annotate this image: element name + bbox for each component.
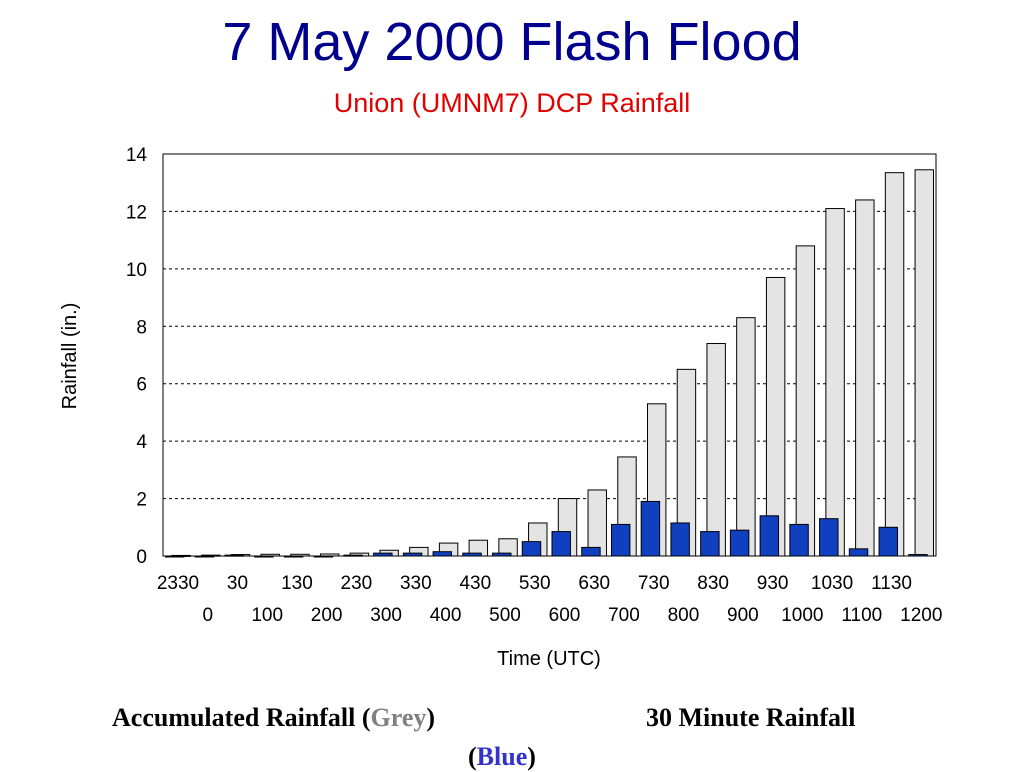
x-tick-label: 730 bbox=[638, 573, 670, 594]
bar-accumulated-1130 bbox=[884, 172, 905, 557]
x-tick-label: 300 bbox=[370, 605, 402, 626]
bar-30min-1030 bbox=[819, 518, 839, 557]
x-tick-label: 1100 bbox=[841, 605, 882, 626]
legend-30min: 30 Minute Rainfall bbox=[646, 703, 855, 733]
chart-title: 7 May 2000 Flash Flood bbox=[222, 12, 801, 72]
legend-blue-prefix: ( bbox=[468, 742, 477, 771]
y-axis-label: Rainfall (in.) bbox=[59, 303, 81, 410]
x-tick-label: 130 bbox=[281, 573, 313, 594]
x-tick-label: 500 bbox=[489, 605, 521, 626]
x-tick-label: 1130 bbox=[871, 573, 912, 594]
x-tick-label: 2330 bbox=[157, 573, 199, 594]
x-tick-label: 530 bbox=[519, 573, 551, 594]
y-tick-label: 0 bbox=[136, 547, 147, 568]
legend-accumulated: Accumulated Rainfall (Grey) bbox=[112, 703, 435, 733]
y-tick-label: 10 bbox=[126, 260, 147, 281]
x-tick-label: 230 bbox=[341, 573, 373, 594]
plot-area-border bbox=[162, 153, 937, 557]
bar-accumulated-1030 bbox=[825, 208, 845, 557]
legend-accumulated-suffix: ) bbox=[426, 703, 436, 732]
bar-30min-830 bbox=[700, 531, 720, 557]
x-tick-label: 930 bbox=[757, 573, 789, 594]
x-tick-label: 700 bbox=[608, 605, 640, 626]
x-tick-label: 600 bbox=[549, 605, 581, 626]
y-tick-label: 4 bbox=[136, 432, 147, 453]
bar-30min-600 bbox=[551, 531, 571, 557]
x-tick-label: 100 bbox=[251, 605, 283, 626]
x-tick-label: 400 bbox=[430, 605, 462, 626]
bar-accumulated-900 bbox=[736, 317, 756, 557]
bar-accumulated-1200 bbox=[914, 169, 934, 557]
x-tick-label: 630 bbox=[578, 573, 610, 594]
y-tick-label: 14 bbox=[126, 145, 148, 166]
x-tick-label: 1200 bbox=[900, 605, 942, 626]
bar-accumulated-930 bbox=[765, 276, 786, 557]
y-tick-label: 12 bbox=[126, 202, 147, 223]
bar-30min-530 bbox=[521, 541, 542, 557]
bar-accumulated-630 bbox=[587, 489, 607, 557]
bar-30min-1000 bbox=[789, 523, 809, 557]
legend-grey-word: Grey bbox=[370, 703, 427, 732]
x-tick-label: 0 bbox=[202, 605, 213, 626]
x-tick-label: 200 bbox=[311, 605, 343, 626]
x-tick-label: 430 bbox=[459, 573, 491, 594]
bar-30min-900 bbox=[729, 529, 750, 557]
bar-accumulated-830 bbox=[706, 343, 726, 557]
bar-30min-630 bbox=[581, 546, 601, 557]
x-axis-label: Time (UTC) bbox=[497, 648, 601, 670]
y-tick-label: 6 bbox=[136, 375, 147, 396]
legend-30min-text: 30 Minute Rainfall bbox=[646, 703, 856, 732]
x-tick-label: 330 bbox=[400, 573, 432, 594]
x-tick-label: 830 bbox=[697, 573, 729, 594]
legend-blue-word: Blue bbox=[476, 742, 528, 771]
bar-30min-400 bbox=[432, 551, 453, 557]
bar-accumulated-1100 bbox=[855, 199, 875, 557]
bar-accumulated-1000 bbox=[795, 245, 816, 557]
legend-accumulated-prefix: Accumulated Rainfall ( bbox=[112, 703, 371, 732]
legend-blue: (Blue) bbox=[468, 742, 536, 772]
bar-30min-1130 bbox=[878, 526, 898, 557]
x-tick-label: 800 bbox=[668, 605, 700, 626]
legend-blue-suffix: ) bbox=[527, 742, 536, 771]
chart-subtitle: Union (UMNM7) DCP Rainfall bbox=[334, 88, 691, 118]
y-tick-label: 8 bbox=[136, 317, 147, 338]
y-axis-tick-labels: 0 2 4 6 8 10 12 14 bbox=[126, 145, 148, 568]
bar-30min-730 bbox=[640, 500, 661, 557]
bar-30min-1100 bbox=[848, 548, 869, 557]
grid-lines bbox=[163, 210, 936, 500]
y-tick-label: 2 bbox=[136, 490, 147, 511]
bar-30min-930 bbox=[759, 515, 780, 557]
x-tick-label: 1030 bbox=[811, 573, 853, 594]
x-tick-label: 1000 bbox=[781, 605, 823, 626]
x-tick-label: 900 bbox=[727, 605, 759, 626]
rainfall-chart: 7 May 2000 Flash Flood Union (UMNM7) DCP… bbox=[59, 12, 943, 670]
x-tick-label: 30 bbox=[227, 573, 248, 594]
bar-30min-700 bbox=[610, 523, 631, 557]
bars bbox=[165, 169, 934, 558]
bar-30min-800 bbox=[670, 522, 690, 557]
